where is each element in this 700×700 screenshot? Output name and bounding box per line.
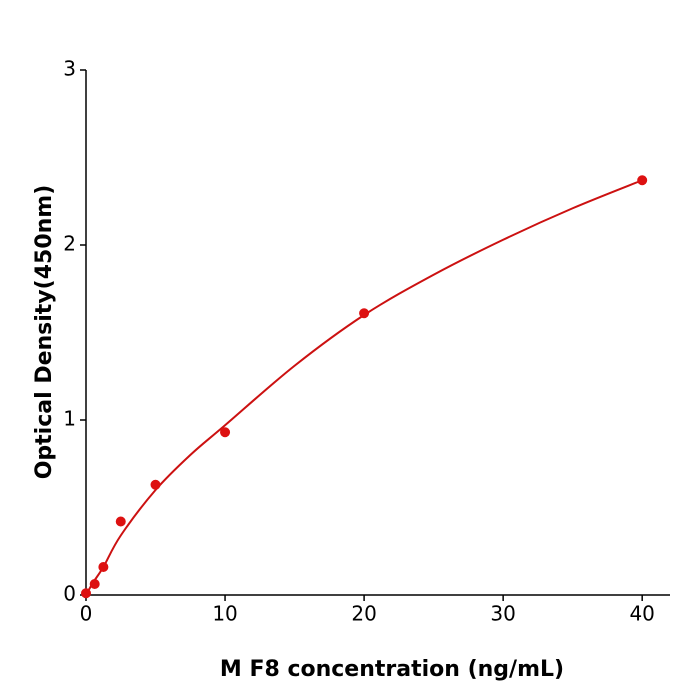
data-point xyxy=(81,588,91,599)
data-point xyxy=(637,175,648,186)
data-point xyxy=(89,578,100,589)
data-point xyxy=(98,562,109,572)
y-tick-label: 2 xyxy=(63,232,76,256)
data-point xyxy=(220,427,231,438)
x-tick-label: 40 xyxy=(629,602,654,626)
y-tick-label: 1 xyxy=(63,407,76,431)
data-point xyxy=(115,516,126,527)
y-tick-label: 3 xyxy=(63,57,76,81)
fit-curve xyxy=(85,179,643,596)
y-axis-label: Optical Density(450nm) xyxy=(32,185,57,480)
x-tick-label: 20 xyxy=(351,602,376,626)
x-tick-label: 10 xyxy=(212,602,237,626)
x-axis-label: M F8 concentration (ng/mL) xyxy=(220,657,564,682)
data-point xyxy=(359,308,370,319)
y-tick-label: 0 xyxy=(63,582,76,606)
x-tick-label: 30 xyxy=(490,602,515,626)
data-point xyxy=(150,479,161,490)
x-tick-label: 0 xyxy=(80,602,93,626)
